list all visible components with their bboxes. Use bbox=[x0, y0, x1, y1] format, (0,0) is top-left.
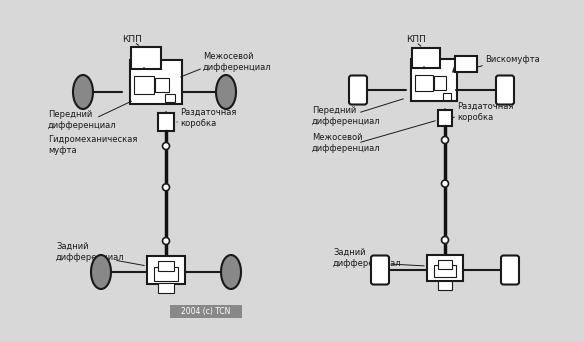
Bar bbox=[170, 305, 242, 318]
Bar bbox=[131, 47, 161, 69]
Text: Гидромеханическая
муфта: Гидромеханическая муфта bbox=[48, 135, 137, 155]
Bar bbox=[154, 267, 178, 281]
Text: КПП: КПП bbox=[122, 35, 142, 44]
Bar bbox=[415, 75, 433, 91]
Text: Межосевой
дифференциал: Межосевой дифференциал bbox=[312, 133, 381, 153]
Circle shape bbox=[442, 180, 449, 187]
Bar bbox=[427, 255, 463, 281]
Bar bbox=[134, 76, 154, 94]
Bar bbox=[158, 261, 174, 271]
Circle shape bbox=[162, 237, 169, 244]
Bar bbox=[147, 256, 185, 284]
Ellipse shape bbox=[91, 255, 111, 289]
Circle shape bbox=[442, 237, 449, 243]
Ellipse shape bbox=[216, 75, 236, 109]
Circle shape bbox=[162, 143, 169, 149]
Bar bbox=[155, 78, 169, 92]
Text: Задний
дифференциал: Задний дифференциал bbox=[56, 242, 124, 262]
Text: Межосевой
дифференциал: Межосевой дифференциал bbox=[203, 52, 272, 72]
Bar bbox=[412, 48, 440, 68]
Text: Задний
дифференциал: Задний дифференциал bbox=[333, 248, 402, 268]
Bar bbox=[158, 283, 174, 293]
FancyBboxPatch shape bbox=[349, 75, 367, 104]
FancyBboxPatch shape bbox=[371, 255, 389, 284]
Circle shape bbox=[162, 184, 169, 191]
Bar bbox=[165, 94, 175, 102]
Bar bbox=[434, 76, 446, 90]
Bar bbox=[434, 265, 456, 277]
Text: Раздаточная
коробка: Раздаточная коробка bbox=[180, 108, 237, 128]
FancyBboxPatch shape bbox=[496, 75, 514, 104]
Ellipse shape bbox=[221, 255, 241, 289]
Bar bbox=[455, 56, 477, 72]
Ellipse shape bbox=[73, 75, 93, 109]
Bar bbox=[438, 110, 452, 126]
Bar bbox=[158, 113, 174, 131]
Bar bbox=[411, 59, 457, 101]
Text: Передний
дифференциал: Передний дифференциал bbox=[48, 110, 117, 130]
Text: 2004 (c) TCN: 2004 (c) TCN bbox=[181, 307, 231, 316]
Bar bbox=[438, 260, 452, 268]
Text: Передний
дифференциал: Передний дифференциал bbox=[312, 106, 381, 126]
Bar bbox=[438, 281, 452, 290]
FancyBboxPatch shape bbox=[501, 255, 519, 284]
Text: Раздаточная
коробка: Раздаточная коробка bbox=[457, 102, 513, 122]
Bar bbox=[443, 92, 451, 100]
Text: Вискомуфта: Вискомуфта bbox=[485, 56, 540, 64]
Text: КПП: КПП bbox=[406, 35, 426, 44]
Bar bbox=[130, 60, 182, 104]
Circle shape bbox=[442, 136, 449, 144]
